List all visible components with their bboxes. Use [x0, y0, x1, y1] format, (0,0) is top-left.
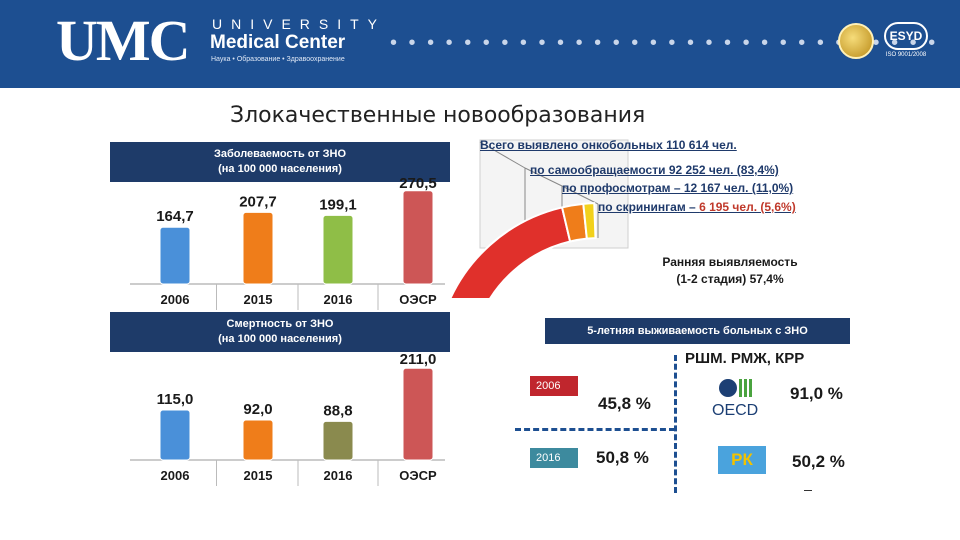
- survival-2016-value: 50,8 %: [596, 448, 649, 467]
- incidence-value-label-2: 199,1: [319, 196, 357, 213]
- mortality-bar-1: [242, 419, 274, 461]
- detection-screening-value: 6 195 чел. (5,6%): [699, 200, 796, 214]
- esyd-logo: ESYD: [884, 22, 928, 50]
- early-detection-line1: Ранняя выявляемость: [662, 255, 798, 269]
- mortality-value-label-3: 211,0: [400, 352, 437, 368]
- early-detection-line2: (1-2 стадия) 57,4%: [676, 272, 784, 286]
- detection-screening-prefix: по скринингам –: [598, 200, 700, 214]
- mortality-chart-title: Смертность от ЗНО: [226, 318, 334, 330]
- header-banner: UMC UNIVERSITY Medical Center Наука • Об…: [0, 0, 960, 88]
- logo-university-text: UNIVERSITY: [212, 16, 387, 32]
- page-title: Злокачественные новообразования: [230, 103, 646, 128]
- cancer-types-label: РШМ. РМЖ, КРР: [685, 350, 805, 367]
- detection-total: Всего выявлено онкобольных 110 614 чел.: [480, 138, 737, 152]
- oecd-label: OECD: [712, 402, 759, 419]
- incidence-chart-header: Заболеваемость от ЗНО (на 100 000 населе…: [110, 142, 450, 182]
- detection-self: по самообращаемости 92 252 чел. (83,4%): [530, 163, 779, 177]
- mortality-chart-header: Смертность от ЗНО (на 100 000 населения): [110, 312, 450, 352]
- mortality-bar-0: [159, 409, 191, 461]
- esyd-subtext: ISO 9001/2008: [885, 52, 927, 58]
- detection-callout-graphic: [450, 139, 629, 298]
- incidence-chart-subtitle: (на 100 000 населения): [218, 163, 342, 175]
- mortality-bar-chart: 115,0 2006 92,0 2015 88,8 2016 211,0 ОЭСР: [130, 352, 445, 486]
- early-detection-text: Ранняя выявляемость (1-2 стадия) 57,4%: [640, 254, 820, 288]
- oecd-survival-value: 91,0 %: [790, 384, 843, 403]
- logo-medical-center-text: Medical Center: [210, 32, 346, 53]
- mortality-category-3: ОЭСР: [399, 468, 437, 483]
- incidence-category-2: 2016: [324, 292, 353, 307]
- callout-line-1: [479, 141, 526, 169]
- incidence-bar-3: [402, 190, 434, 285]
- year-badge-2006: 2006: [530, 376, 578, 396]
- survival-2006-value: 45,8 %: [598, 394, 651, 413]
- rk-badge: РК: [718, 446, 766, 474]
- detection-checkups: по профосмотрам – 12 167 чел. (11,0%): [562, 181, 794, 195]
- small-dash: [804, 490, 812, 491]
- incidence-value-label-1: 207,7: [239, 193, 277, 210]
- incidence-bar-2: [322, 214, 354, 285]
- incidence-category-3: ОЭСР: [399, 292, 437, 307]
- mortality-category-1: 2015: [244, 468, 273, 483]
- detection-arc: [450, 202, 597, 298]
- umc-logo: UMC: [56, 8, 191, 73]
- mortality-value-label-0: 115,0: [157, 391, 194, 408]
- rk-survival-value: 50,2 %: [792, 452, 845, 471]
- incidence-bar-0: [159, 226, 191, 285]
- survival-header: 5-летняя выживаемость больных с ЗНО: [545, 318, 850, 344]
- incidence-value-label-3: 270,5: [399, 176, 437, 192]
- mortality-bar-3: [402, 367, 434, 461]
- mortality-bar-2: [322, 420, 354, 461]
- survival-divider-vertical: [674, 355, 677, 493]
- incidence-category-1: 2015: [244, 292, 273, 307]
- gold-seal-icon: [838, 23, 874, 59]
- incidence-category-0: 2006: [161, 292, 190, 307]
- callout-line-2: [524, 167, 563, 187]
- incidence-bar-chart: 164,7 2006 207,7 2015 199,1 2016 270,5 ОЭСР: [130, 176, 445, 310]
- detection-arc-segment-2: [582, 202, 597, 240]
- header-dots: • • • • • • • • • • • • • • • • • • • • …: [390, 32, 939, 54]
- mortality-category-2: 2016: [324, 468, 353, 483]
- mortality-category-0: 2006: [161, 468, 190, 483]
- callout-line-3: [561, 185, 599, 205]
- mortality-value-label-1: 92,0: [243, 401, 272, 418]
- logo-tagline: Наука • Образование • Здравоохранение: [211, 56, 345, 63]
- incidence-chart-title: Заболеваемость от ЗНО: [213, 148, 347, 160]
- mortality-chart-subtitle: (на 100 000 населения): [218, 333, 342, 345]
- year-badge-2016: 2016: [530, 448, 578, 468]
- incidence-value-label-0: 164,7: [156, 208, 194, 225]
- oecd-logo-icon: [719, 379, 752, 397]
- incidence-bar-1: [242, 211, 274, 285]
- detection-screening: по скринингам – 6 195 чел. (5,6%): [598, 200, 796, 214]
- survival-divider-horizontal: [515, 428, 675, 431]
- mortality-value-label-2: 88,8: [323, 402, 352, 419]
